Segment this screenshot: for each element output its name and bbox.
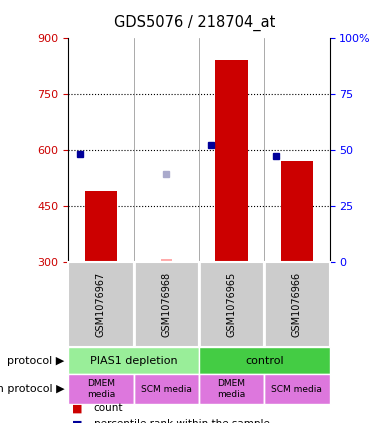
Text: PIAS1 depletion: PIAS1 depletion xyxy=(90,356,177,365)
Text: GSM1076968: GSM1076968 xyxy=(161,272,171,337)
Text: count: count xyxy=(94,403,123,413)
Bar xyxy=(68,347,199,374)
Text: GSM1076966: GSM1076966 xyxy=(292,272,302,337)
Text: growth protocol ▶: growth protocol ▶ xyxy=(0,384,64,394)
Text: DMEM
media: DMEM media xyxy=(218,379,246,399)
Bar xyxy=(133,262,199,347)
Bar xyxy=(264,262,330,347)
Bar xyxy=(199,374,264,404)
Bar xyxy=(68,374,133,404)
Bar xyxy=(264,374,330,404)
Bar xyxy=(199,262,264,347)
Text: ■: ■ xyxy=(72,419,83,423)
Text: GDS5076 / 218704_at: GDS5076 / 218704_at xyxy=(114,15,276,31)
Text: GSM1076967: GSM1076967 xyxy=(96,272,106,337)
Text: SCM media: SCM media xyxy=(141,385,191,394)
Text: control: control xyxy=(245,356,284,365)
Bar xyxy=(85,191,117,262)
Text: SCM media: SCM media xyxy=(271,385,322,394)
Text: GSM1076965: GSM1076965 xyxy=(227,272,237,337)
Bar xyxy=(199,347,330,374)
Bar xyxy=(68,262,133,347)
Bar xyxy=(215,60,248,262)
Text: DMEM
media: DMEM media xyxy=(87,379,115,399)
Bar xyxy=(161,258,172,262)
Text: ■: ■ xyxy=(72,403,83,413)
Text: protocol ▶: protocol ▶ xyxy=(7,356,64,365)
Bar xyxy=(280,162,313,262)
Text: percentile rank within the sample: percentile rank within the sample xyxy=(94,419,269,423)
Bar xyxy=(133,374,199,404)
